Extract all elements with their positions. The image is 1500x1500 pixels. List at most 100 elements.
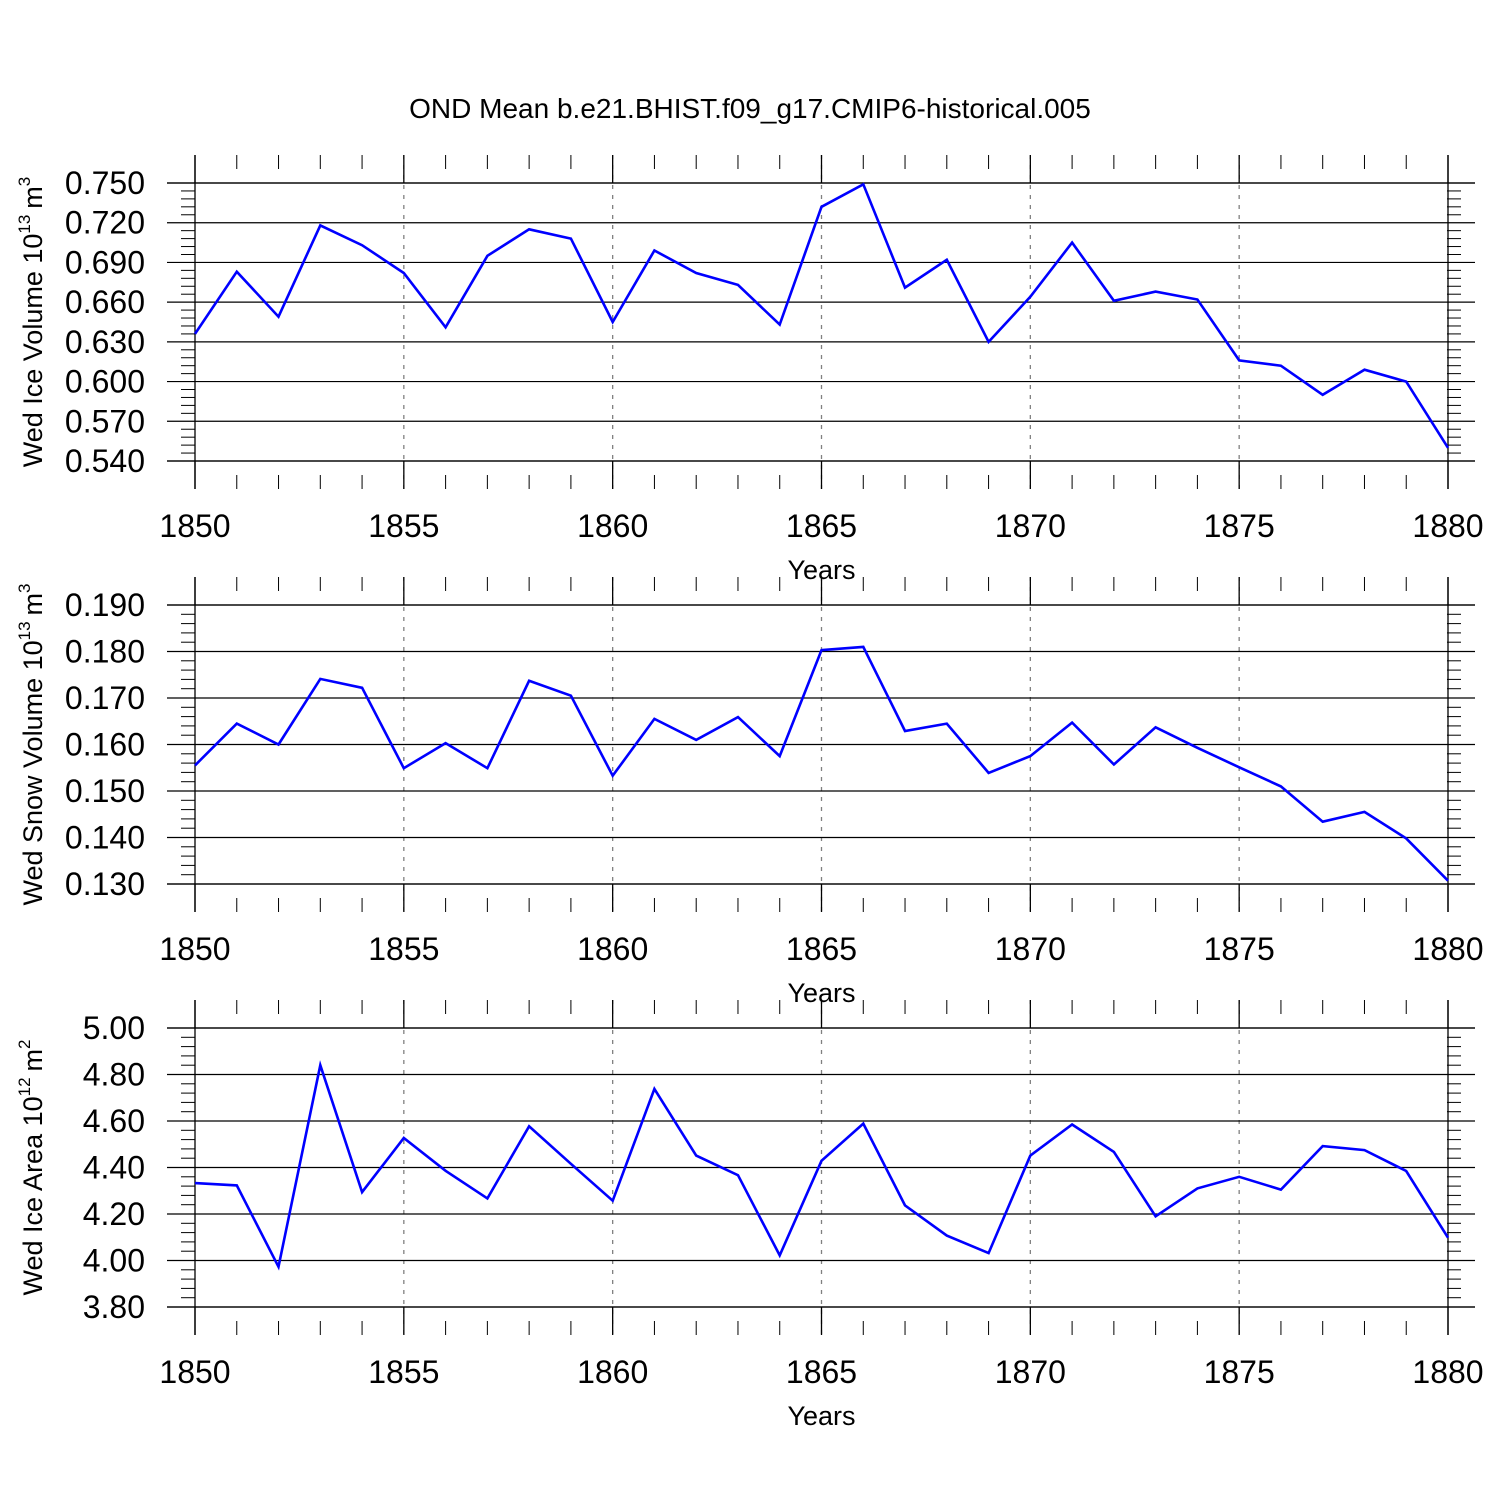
data-point [277,1265,281,1269]
y-tick-label: 0.190 [65,587,145,623]
y-tick-label: 4.20 [83,1196,145,1232]
data-point [861,645,865,649]
data-point [444,325,448,329]
data-point [1362,368,1366,372]
data-point [527,1124,531,1128]
data-point [1446,446,1450,450]
data-point [1404,1169,1408,1173]
data-point [235,722,239,726]
data-point [1070,1122,1074,1126]
data-point [402,1136,406,1140]
data-point [360,1190,364,1194]
x-tick-label: 1880 [1412,508,1483,544]
x-tick-label: 1875 [1204,1354,1275,1390]
data-point [318,223,322,227]
y-tick-label: 4.60 [83,1103,145,1139]
data-point [1070,241,1074,245]
data-point [1028,295,1032,299]
data-point [235,270,239,274]
data-point [652,717,656,721]
data-point [987,771,991,775]
data-point [861,1122,865,1126]
chart-panel-2: 0.130 0.140 0.150 0.160 0.170 0.180 0.190 1850 1… [15,577,1484,1008]
data-point [569,237,573,241]
data-point [1195,746,1199,750]
data-point [611,1199,615,1203]
y-tick-label: 5.00 [83,1010,145,1046]
x-tick-label: 1880 [1412,931,1483,967]
data-point [277,315,281,319]
data-point [235,1183,239,1187]
data-point [485,1196,489,1200]
data-point [1279,364,1283,368]
x-tick-label: 1855 [368,508,439,544]
x-tick-label: 1870 [995,1354,1066,1390]
series-line-2 [194,645,1449,882]
data-point [694,1154,698,1158]
y-tick-label: 0.630 [65,324,145,360]
data-point [1321,820,1325,824]
data-point [652,1087,656,1091]
y-tick-label: 0.750 [65,165,145,201]
x-tick-label: 1855 [368,1354,439,1390]
data-point [987,340,991,344]
data-point [402,766,406,770]
data-point [1404,836,1408,840]
data-point [736,715,740,719]
data-point [485,254,489,258]
data-point [1028,754,1032,758]
data-point [1070,721,1074,725]
data-point [1446,879,1450,883]
data-point [1154,725,1158,729]
x-tick-label: 1850 [159,508,230,544]
data-point [1237,358,1241,362]
y-tick-label: 0.140 [65,820,145,856]
y-tick-label: 0.540 [65,443,145,479]
series-line-3 [194,1060,1450,1271]
data-point [277,743,281,747]
y-tick-label: 4.40 [83,1150,145,1186]
data-point [569,1162,573,1166]
chart-panel-3: 3.80 4.00 4.20 4.40 4.60 4.80 5.00 1850 1855 1860… [15,1000,1484,1431]
y-tick-label: 4.00 [83,1243,145,1279]
data-point [193,763,197,767]
data-point [1279,784,1283,788]
data-point [1362,810,1366,814]
x-axis-label: Years [787,1401,855,1431]
data-point [820,205,824,209]
data-point [611,774,615,778]
x-tick-label: 1850 [159,931,230,967]
data-point [485,766,489,770]
data-point [1279,1188,1283,1192]
data-point [569,694,573,698]
x-tick-label: 1865 [786,1354,857,1390]
data-point [1321,393,1325,397]
y-axis-label: Wed Ice Area 1012m2 [15,1039,48,1295]
y-tick-label: 0.150 [65,773,145,809]
data-point [945,722,949,726]
x-tick-label: 1855 [368,931,439,967]
data-point [945,1234,949,1238]
y-tick-label: 0.570 [65,403,145,439]
y-tick-label: 0.660 [65,284,145,320]
x-tick-label: 1880 [1412,1354,1483,1390]
data-point [778,754,782,758]
data-point [652,249,656,253]
data-point [527,227,531,231]
data-point [360,243,364,247]
data-point [1446,1236,1450,1240]
x-tick-label: 1865 [786,508,857,544]
data-point [193,1181,197,1185]
series-line-1 [193,182,1450,449]
data-point [820,648,824,652]
data-point [1195,297,1199,301]
y-tick-label: 0.180 [65,634,145,670]
x-tick-label: 1875 [1204,508,1275,544]
y-tick-label: 0.170 [65,680,145,716]
x-tick-label: 1860 [577,1354,648,1390]
y-tick-label: 4.80 [83,1057,145,1093]
data-point [903,729,907,733]
data-point [987,1251,991,1255]
data-point [527,679,531,683]
